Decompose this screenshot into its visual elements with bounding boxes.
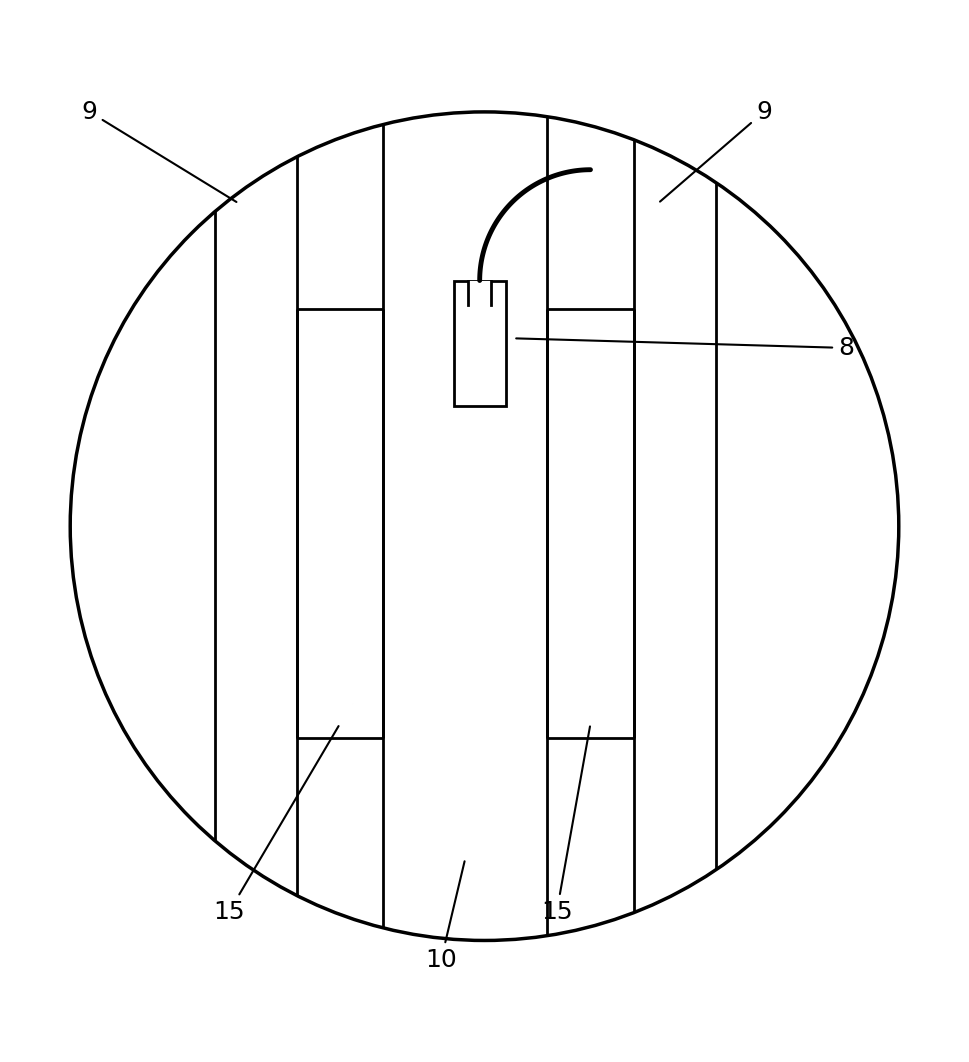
Bar — [453, 280, 506, 406]
Bar — [215, 112, 297, 941]
Text: 9: 9 — [81, 100, 236, 202]
Bar — [468, 280, 491, 305]
Text: 15: 15 — [541, 726, 590, 924]
Text: 9: 9 — [660, 100, 772, 202]
Bar — [297, 309, 384, 738]
Bar — [547, 309, 634, 738]
Bar — [634, 112, 716, 941]
Text: 8: 8 — [516, 336, 854, 360]
Bar — [384, 112, 547, 941]
Text: 15: 15 — [213, 726, 338, 924]
Bar — [453, 280, 506, 406]
Text: 10: 10 — [425, 861, 464, 972]
Circle shape — [70, 112, 899, 941]
